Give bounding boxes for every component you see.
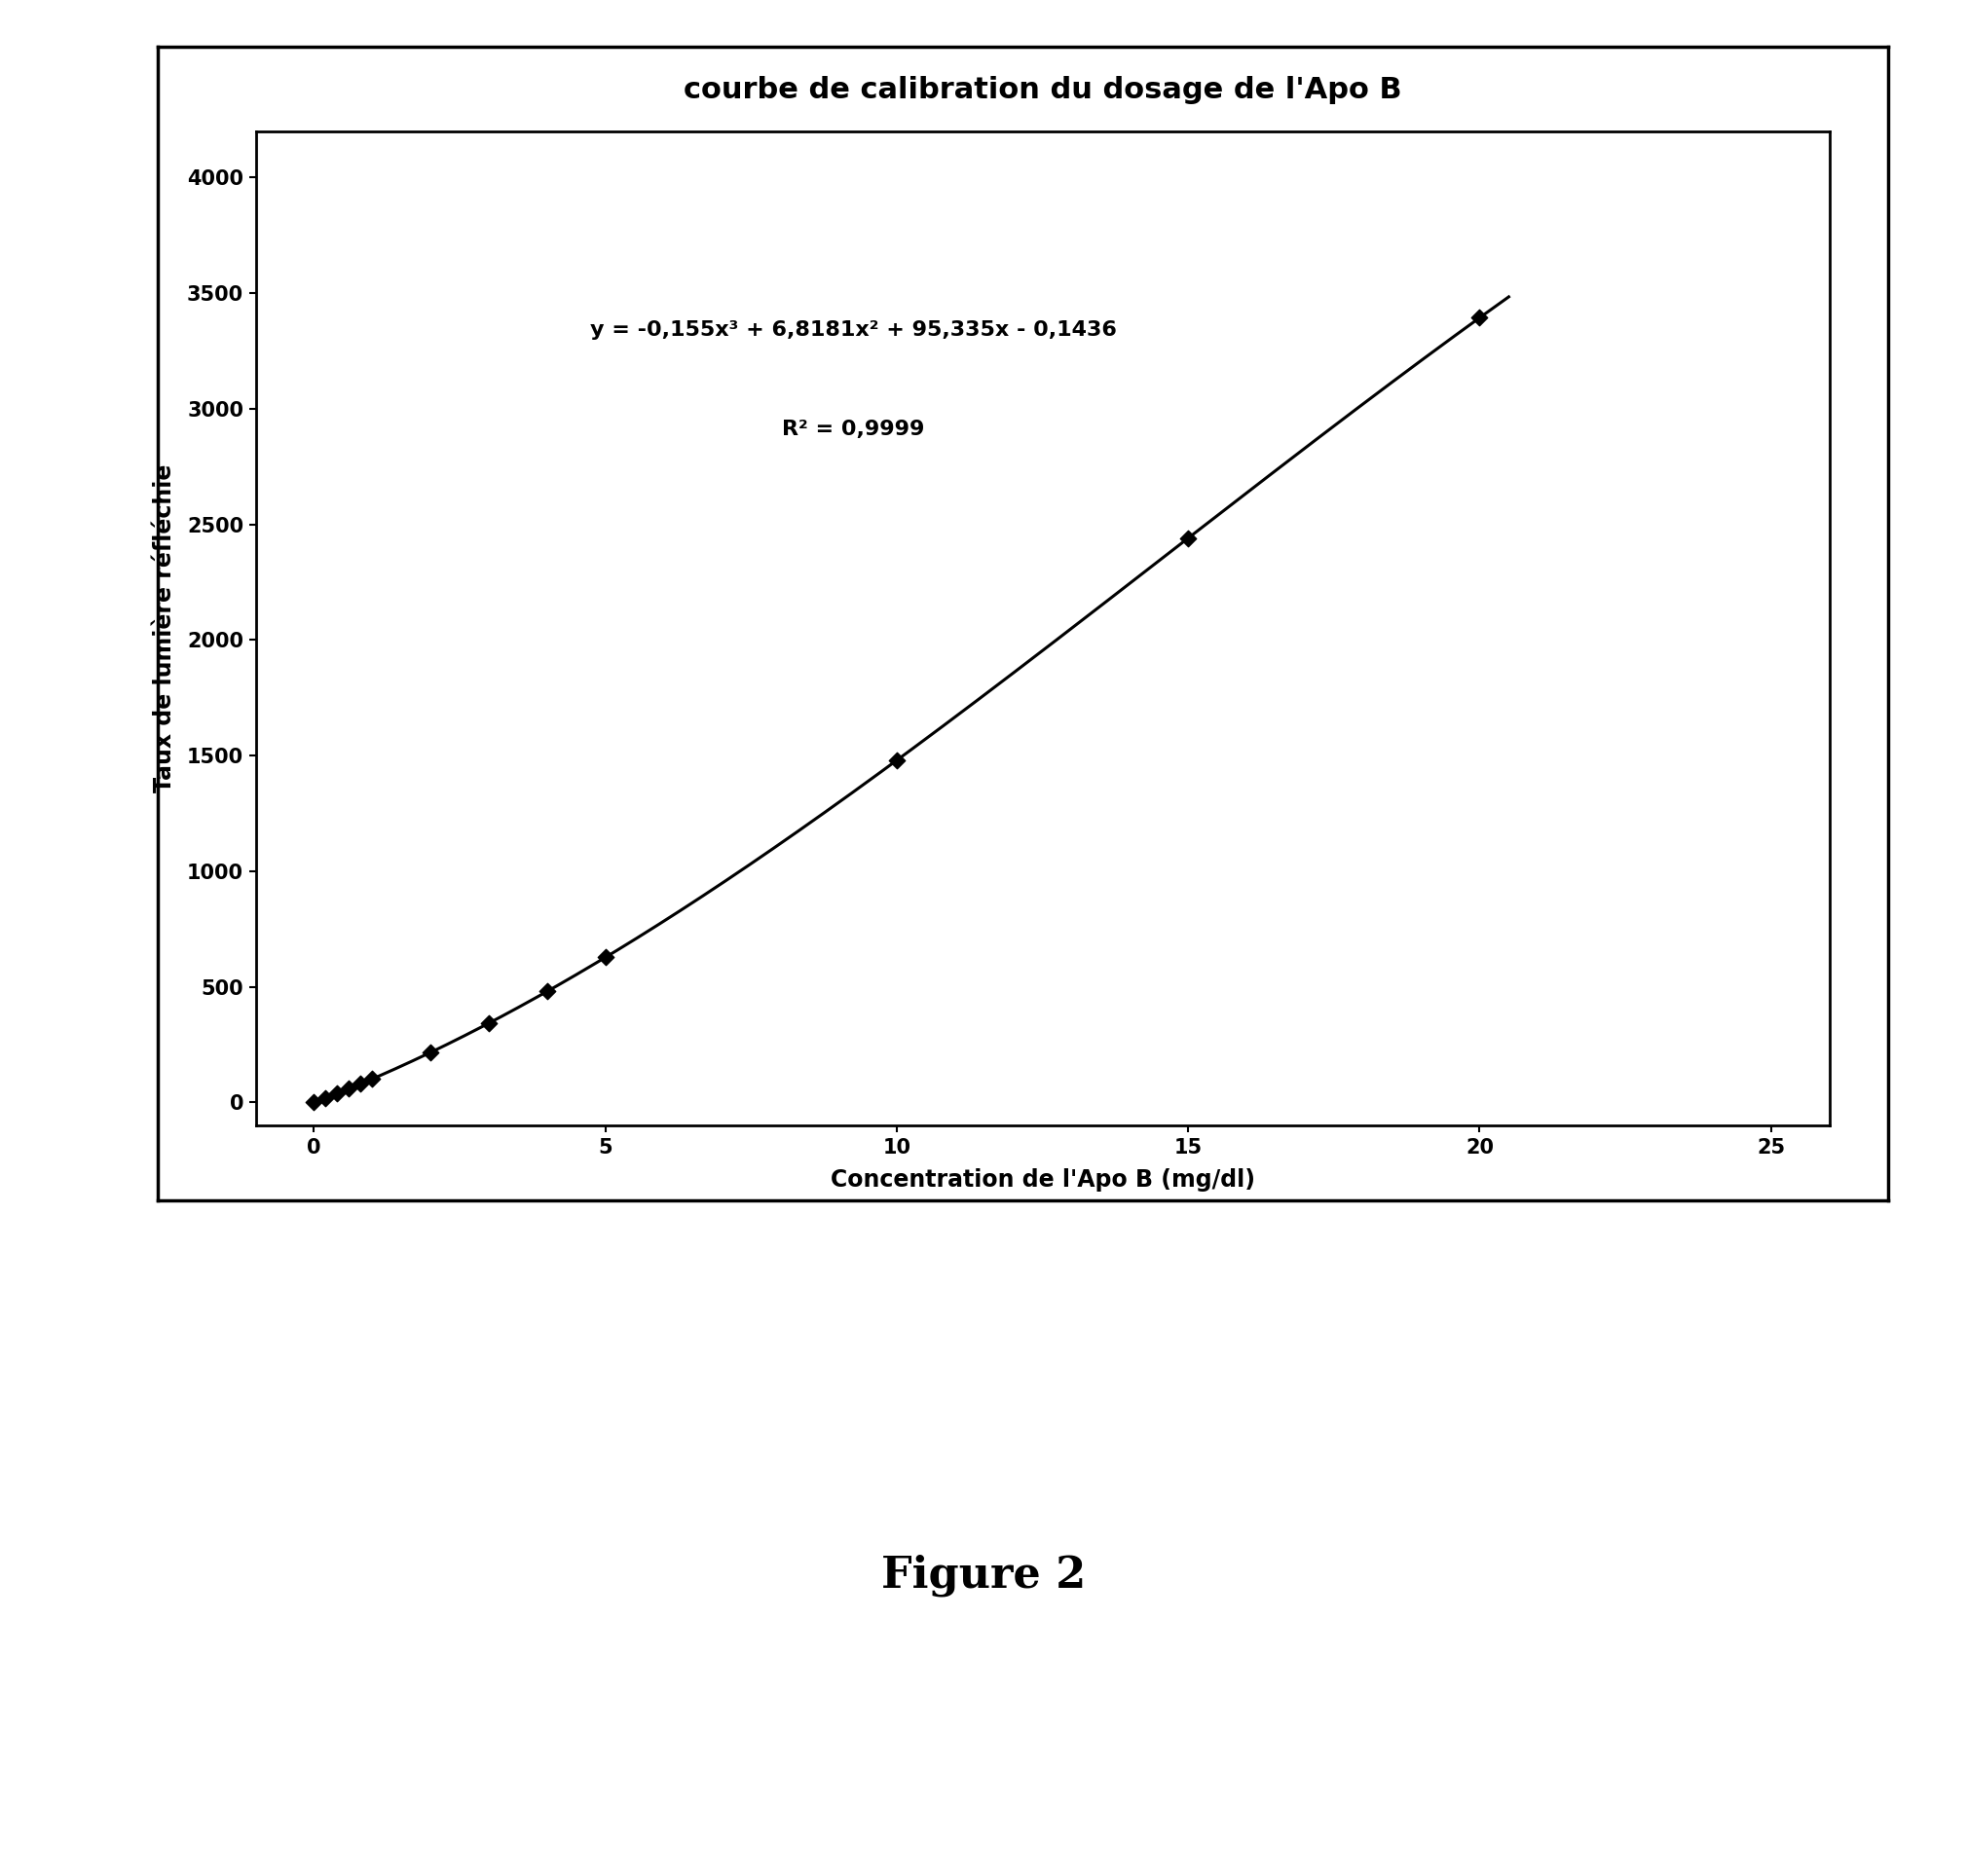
Point [356, 1064, 387, 1094]
Point [299, 1088, 330, 1118]
Point [590, 942, 622, 972]
Point [881, 745, 913, 775]
X-axis label: Concentration de l'Apo B (mg/dl): Concentration de l'Apo B (mg/dl) [830, 1169, 1255, 1191]
Y-axis label: Taux de lumière réfléchie: Taux de lumière réfléchie [153, 463, 177, 794]
Point [1463, 302, 1495, 332]
Text: courbe de calibration du dosage de l'Apo B: courbe de calibration du dosage de l'Apo… [683, 75, 1402, 105]
Point [332, 1073, 364, 1103]
Text: y = -0,155x³ + 6,8181x² + 95,335x - 0,1436: y = -0,155x³ + 6,8181x² + 95,335x - 0,14… [590, 321, 1117, 340]
Point [311, 1082, 342, 1112]
Point [531, 976, 563, 1006]
Point [415, 1037, 447, 1067]
Point [1172, 523, 1204, 553]
Point [474, 1007, 506, 1037]
Point [321, 1079, 352, 1109]
Text: Figure 2: Figure 2 [881, 1555, 1086, 1596]
Point [344, 1069, 376, 1099]
Text: R² = 0,9999: R² = 0,9999 [783, 420, 924, 439]
